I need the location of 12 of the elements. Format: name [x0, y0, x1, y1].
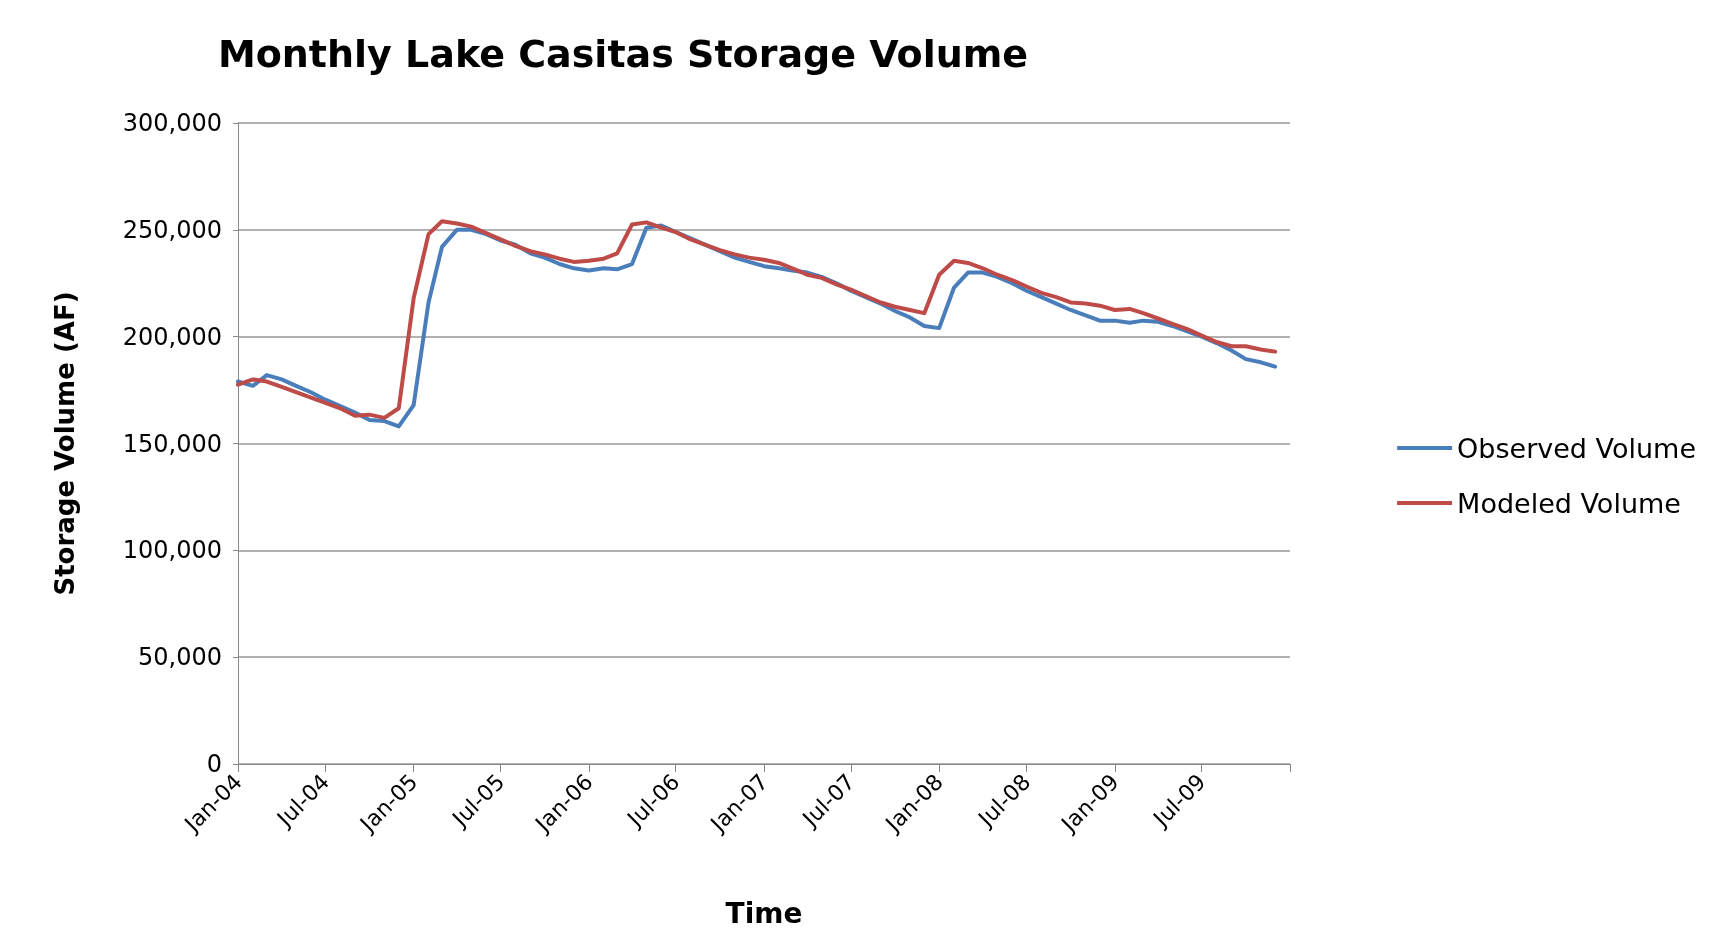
y-tick-label: 150,000: [122, 429, 222, 458]
y-tick-label: 300,000: [122, 109, 222, 137]
chart-title: Monthly Lake Casitas Storage Volume: [217, 32, 1029, 76]
x-axis-title: Time: [725, 896, 803, 930]
y-axis-title: Storage Volume (AF): [50, 291, 80, 596]
y-tick-label: 0: [206, 750, 222, 778]
legend-label: Modeled Volume: [1457, 487, 1681, 519]
y-tick-label: 100,000: [122, 536, 222, 565]
y-tick-label: 200,000: [122, 322, 222, 351]
y-tick-label: 50,000: [138, 643, 222, 672]
legend-label: Observed Volume: [1457, 432, 1697, 464]
y-tick-label: 250,000: [122, 215, 222, 244]
